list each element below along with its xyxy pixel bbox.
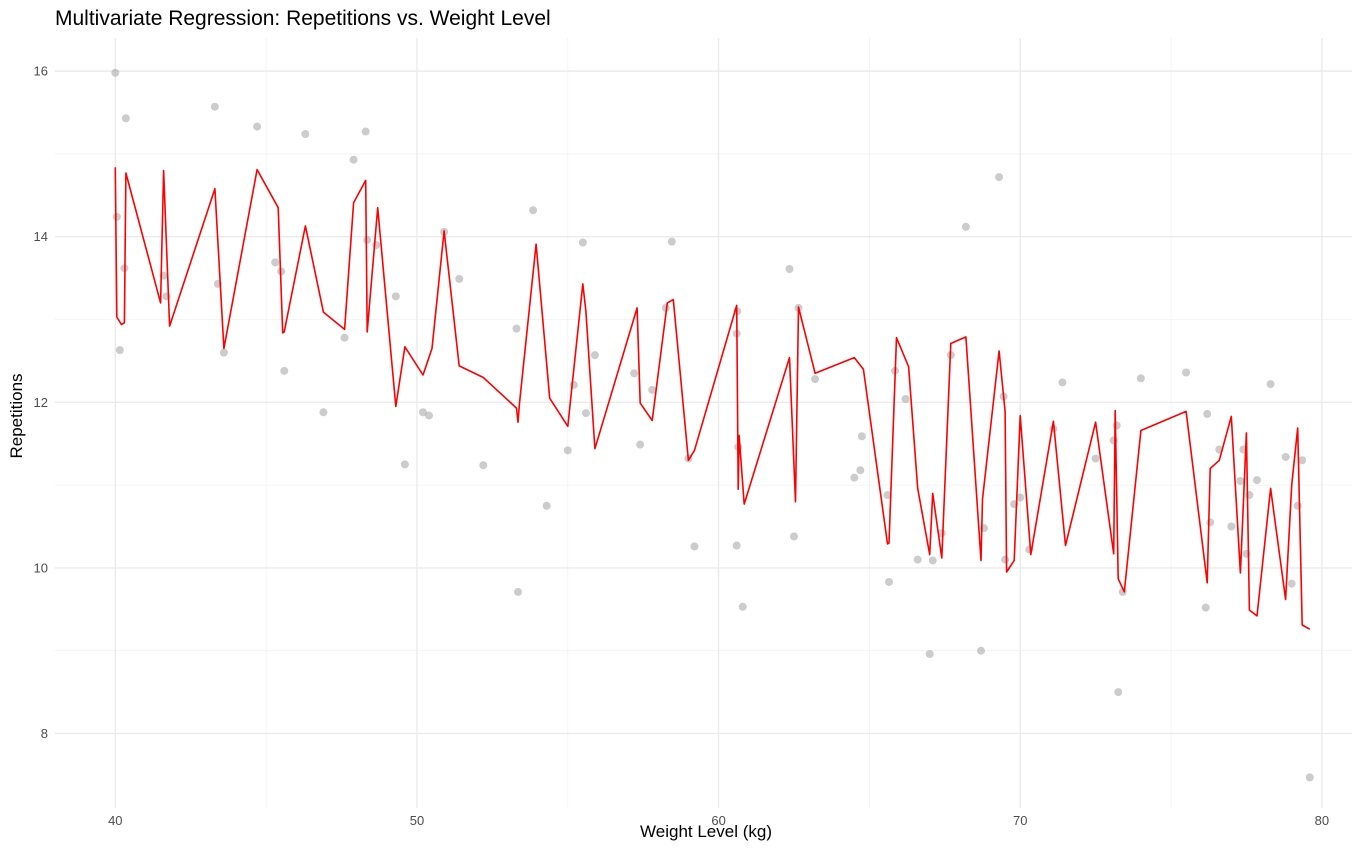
data-point (349, 155, 358, 164)
data-point (1114, 688, 1123, 697)
data-point (1281, 452, 1290, 461)
chart-title: Multivariate Regression: Repetitions vs.… (55, 7, 551, 30)
x-axis-tick-labels: 40 50 60 70 80 (108, 813, 1329, 828)
data-point (542, 501, 551, 510)
data-point (512, 324, 521, 333)
x-tick-label: 80 (1315, 813, 1329, 828)
data-point (391, 292, 400, 301)
data-point (648, 385, 657, 394)
data-point (636, 440, 645, 449)
data-point (937, 529, 946, 538)
data-point (578, 238, 587, 247)
data-point (121, 114, 130, 123)
major-gridlines (55, 38, 1352, 808)
data-point (1305, 773, 1314, 782)
x-tick-label: 70 (1013, 813, 1027, 828)
data-point (479, 461, 488, 470)
data-point (513, 587, 522, 596)
data-point (1206, 518, 1215, 527)
data-point (738, 602, 747, 611)
x-tick-label: 60 (711, 813, 725, 828)
x-axis-title: Weight Level (kg) (640, 822, 772, 841)
data-point (372, 240, 381, 249)
data-point (111, 68, 120, 77)
data-point (418, 408, 427, 417)
data-point (162, 292, 171, 301)
data-point (1058, 378, 1067, 387)
data-point (1227, 522, 1236, 531)
data-point (569, 380, 578, 389)
data-point (210, 102, 219, 111)
data-point (667, 237, 676, 246)
x-tick-label: 40 (108, 813, 122, 828)
data-point (785, 265, 794, 273)
data-point (1266, 380, 1275, 389)
y-tick-label: 8 (41, 726, 48, 741)
data-point (976, 646, 985, 655)
data-point (1252, 476, 1261, 485)
data-point (811, 375, 820, 384)
minor-gridlines (55, 38, 1352, 808)
data-point (581, 409, 590, 418)
data-point (219, 348, 228, 357)
data-point (961, 222, 970, 231)
data-point (856, 466, 865, 475)
data-point (319, 408, 328, 417)
data-point (1016, 493, 1025, 502)
y-tick-label: 14 (34, 229, 48, 244)
data-point (115, 346, 124, 355)
data-point (1203, 409, 1212, 418)
data-point (590, 351, 599, 360)
x-tick-label: 50 (410, 813, 424, 828)
data-point (1201, 603, 1210, 612)
data-points (111, 68, 1314, 782)
data-point (400, 460, 409, 469)
data-point (1298, 456, 1307, 465)
data-point (425, 411, 434, 420)
data-point (253, 122, 262, 131)
data-point (1236, 476, 1245, 485)
data-point (361, 127, 370, 136)
data-point (301, 130, 310, 139)
data-point (1136, 374, 1145, 383)
data-point (732, 541, 741, 550)
data-point (661, 303, 670, 312)
data-point (455, 274, 464, 283)
data-point (850, 473, 859, 482)
data-point (857, 432, 866, 441)
data-point (1091, 454, 1100, 463)
y-tick-label: 10 (34, 560, 48, 575)
data-point (630, 369, 639, 378)
data-point (1112, 421, 1121, 430)
data-point (363, 236, 372, 245)
data-point (883, 491, 892, 500)
data-point (280, 366, 289, 375)
data-point (995, 173, 1004, 182)
data-point (1287, 579, 1296, 588)
data-point (340, 333, 349, 342)
data-point (928, 556, 937, 565)
data-point (1001, 555, 1010, 564)
data-point (690, 542, 699, 551)
data-point (112, 212, 121, 221)
data-point (789, 532, 798, 541)
data-point (563, 446, 572, 455)
data-point (913, 555, 922, 564)
data-point (1293, 501, 1302, 510)
y-tick-label: 16 (34, 64, 48, 79)
data-point (271, 258, 280, 267)
data-point (529, 206, 538, 215)
data-point (901, 394, 910, 403)
data-point (1182, 368, 1191, 377)
data-point (885, 577, 894, 586)
y-axis-title: Repetitions (7, 373, 26, 458)
y-axis-tick-labels: 8 10 12 14 16 (34, 64, 48, 741)
data-point (925, 650, 934, 658)
fitted-regression-line (114, 167, 1311, 630)
y-tick-label: 12 (34, 395, 48, 410)
